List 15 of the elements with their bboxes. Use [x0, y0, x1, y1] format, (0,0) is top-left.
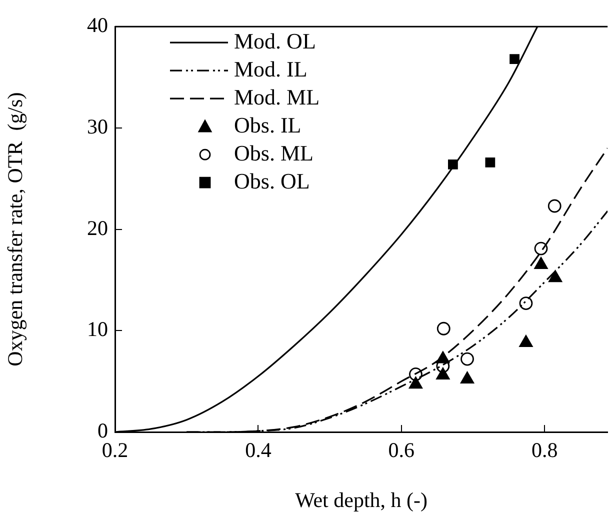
- y-tick-label: 40: [87, 13, 108, 38]
- y-tick-label: 20: [87, 216, 108, 240]
- x-tick-label: 0.6: [388, 438, 415, 462]
- legend-label: Mod. IL: [234, 56, 308, 82]
- x-axis-title: Wet depth, h (-): [295, 488, 428, 512]
- y-axis-title: Oxygen transfer rate, OTR (g/s): [3, 92, 28, 366]
- y-tick-label: 30: [87, 114, 108, 138]
- legend-label: Mod. ML: [234, 84, 320, 110]
- legend-label: Mod. OL: [234, 28, 316, 54]
- y-tick-label: 10: [87, 317, 108, 342]
- x-tick-label: 0.8: [531, 438, 558, 462]
- legend-label: Obs. IL: [234, 112, 302, 138]
- legend-label: Obs. ML: [234, 140, 314, 166]
- x-tick-label: 0.4: [245, 438, 272, 462]
- legend-label: Obs. OL: [234, 168, 310, 194]
